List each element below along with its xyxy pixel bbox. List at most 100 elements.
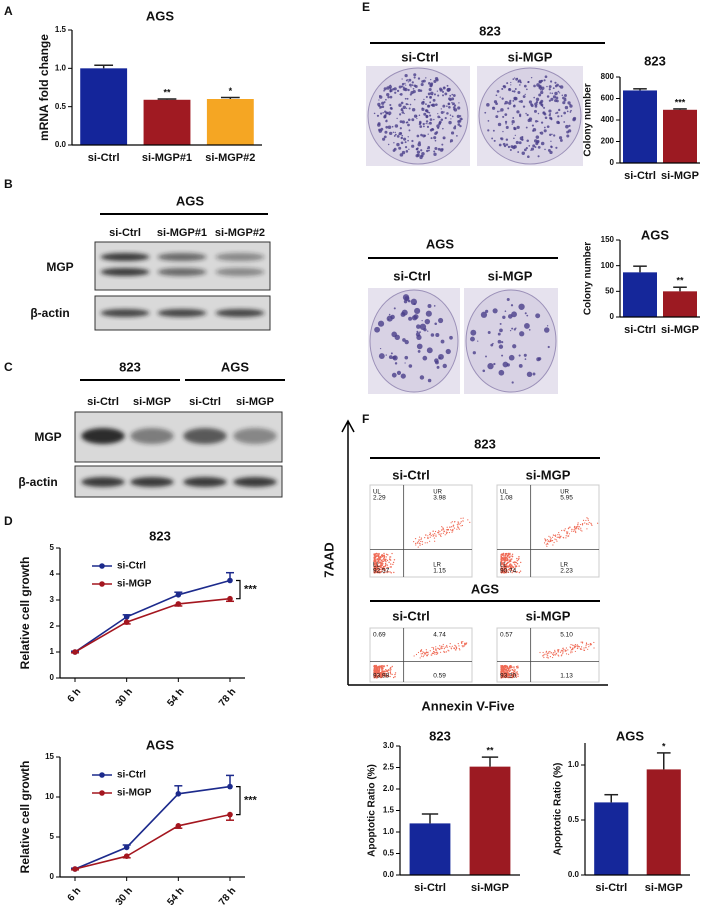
event <box>391 552 393 555</box>
event <box>389 571 391 573</box>
event <box>578 646 580 648</box>
colony <box>394 362 398 365</box>
event <box>450 648 453 650</box>
event <box>577 522 579 524</box>
event <box>462 646 464 648</box>
colony <box>415 154 419 158</box>
colony <box>497 332 501 336</box>
y-axis-label: Relative cell growth <box>18 557 32 670</box>
colony <box>433 305 436 307</box>
colony <box>530 147 535 151</box>
event <box>503 563 505 566</box>
event <box>376 566 379 569</box>
colony <box>546 95 550 98</box>
colony <box>415 115 418 118</box>
colony <box>393 307 396 310</box>
panel-label: F <box>362 412 369 426</box>
colony <box>508 101 512 105</box>
event <box>382 672 385 674</box>
event <box>507 566 509 568</box>
event <box>503 559 505 562</box>
event <box>580 648 582 650</box>
colony <box>403 112 405 115</box>
event <box>379 568 381 571</box>
event <box>386 665 388 667</box>
axis-label: Annexin V-Five <box>421 698 514 713</box>
colony <box>492 129 495 132</box>
event <box>581 648 583 650</box>
event <box>549 650 551 653</box>
lane-label: si-Ctrl <box>401 49 439 64</box>
colony <box>421 80 424 83</box>
event <box>435 534 437 536</box>
y-tick-label: 5 <box>50 832 55 841</box>
colony <box>470 336 475 342</box>
colony <box>519 114 522 118</box>
marker <box>123 614 130 620</box>
event <box>455 649 457 651</box>
event <box>513 570 515 573</box>
colony <box>449 94 452 97</box>
event <box>420 655 423 657</box>
series-line <box>74 579 231 653</box>
legend-marker <box>99 581 105 587</box>
colony <box>399 127 402 130</box>
event <box>575 645 577 647</box>
colony <box>443 86 446 89</box>
bar <box>206 99 254 145</box>
event <box>544 540 546 542</box>
colony <box>519 84 521 86</box>
colony <box>413 302 416 306</box>
event <box>440 533 442 535</box>
colony <box>541 105 544 108</box>
colony <box>433 150 436 153</box>
colony <box>500 108 504 112</box>
colony <box>396 370 402 375</box>
colony <box>425 120 429 123</box>
x-tick-label: si-Ctrl <box>88 152 120 164</box>
colony <box>419 125 423 128</box>
colony <box>448 105 451 109</box>
event <box>542 651 544 654</box>
y-tick-label: 0.0 <box>568 870 580 879</box>
event <box>557 649 559 651</box>
event <box>377 572 379 574</box>
event <box>429 536 431 538</box>
x-tick-label: 54 h <box>165 687 186 709</box>
event <box>506 555 509 558</box>
colony <box>416 330 419 333</box>
event <box>591 524 593 527</box>
colony <box>419 155 423 160</box>
colony <box>516 125 520 129</box>
event <box>501 669 503 671</box>
event <box>382 555 384 557</box>
event <box>432 652 435 655</box>
event <box>517 673 519 675</box>
colony <box>530 104 534 108</box>
colony <box>564 105 569 110</box>
colony <box>500 137 504 141</box>
event <box>440 535 442 538</box>
event <box>576 647 579 650</box>
event <box>427 653 429 655</box>
colony <box>408 316 413 321</box>
colony <box>413 73 417 77</box>
colony <box>416 324 421 329</box>
colony <box>411 118 415 122</box>
event <box>447 649 449 651</box>
event <box>383 554 385 556</box>
event <box>377 675 379 678</box>
event <box>455 645 457 647</box>
colony <box>434 322 437 326</box>
event <box>452 526 454 528</box>
event <box>390 668 392 671</box>
colony <box>394 133 397 136</box>
x-tick-label: 6 h <box>66 886 84 904</box>
colony <box>499 328 503 333</box>
event <box>429 650 431 652</box>
colony <box>386 112 389 115</box>
lane-label: si-Ctrl <box>109 227 141 239</box>
colony <box>556 120 560 124</box>
colony <box>477 340 479 342</box>
y-tick-label: 2.5 <box>383 763 395 772</box>
